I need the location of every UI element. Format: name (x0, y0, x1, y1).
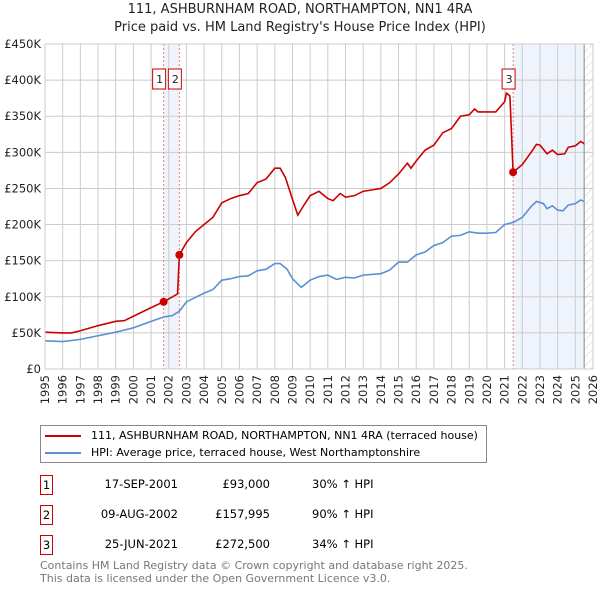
y-tick-label: £400K (4, 73, 41, 87)
shaded-period (163, 44, 180, 369)
x-tick-label: 2003 (179, 375, 193, 404)
sale-number: 2 (40, 505, 53, 525)
x-tick-label: 2005 (215, 375, 229, 404)
x-tick-label: 2019 (462, 375, 476, 404)
y-tick-label: £50K (12, 326, 42, 340)
x-tick-label: 2002 (162, 375, 176, 404)
sale-label: 1 (156, 73, 163, 86)
sale-number: 1 (40, 475, 53, 495)
y-tick-label: £100K (4, 290, 41, 304)
sale-number: 3 (40, 535, 53, 555)
sale-price: £93,000 (222, 477, 270, 491)
x-tick-label: 2012 (339, 375, 353, 404)
y-tick-label: £300K (4, 145, 41, 159)
x-tick-label: 2004 (197, 375, 211, 404)
sale-label-box (167, 68, 182, 90)
plot-border (44, 43, 594, 370)
x-tick-label: 2017 (427, 375, 441, 404)
x-tick-label: 2018 (445, 375, 459, 404)
sale-label-box (501, 68, 516, 90)
footer-copyright: Contains HM Land Registry data © Crown c… (40, 559, 468, 572)
x-tick-label: 2007 (250, 375, 264, 404)
x-tick-label: 2010 (303, 375, 317, 404)
x-tick-label: 2009 (285, 375, 299, 404)
x-tick-label: 2024 (551, 375, 565, 404)
y-tick-label: £450K (4, 37, 41, 51)
sale-date: 25-JUN-2021 (104, 537, 178, 551)
y-tick-label: £350K (4, 109, 41, 123)
property-price-line (44, 91, 585, 334)
x-tick-label: 2015 (392, 375, 406, 404)
hpi-line (44, 199, 585, 343)
x-tick-label: 2016 (409, 375, 423, 404)
x-tick-label: 2025 (568, 375, 582, 404)
y-tick-label: £0 (26, 362, 41, 376)
x-tick-label: 2008 (268, 375, 282, 404)
footer-licence: This data is licensed under the Open Gov… (40, 572, 391, 585)
x-tick-label: 2013 (356, 375, 370, 404)
sale-label: 2 (172, 73, 179, 86)
x-tick-label: 2021 (498, 375, 512, 404)
legend-item-hpi: HPI: Average price, terraced house, West… (45, 444, 478, 461)
forecast-hatch (584, 44, 593, 369)
sale-date: 09-AUG-2002 (100, 507, 178, 521)
x-tick-label: 2014 (374, 375, 388, 404)
x-tick-label: 2020 (480, 375, 494, 404)
x-tick-label: 2022 (515, 375, 529, 404)
legend: 111, ASHBURNHAM ROAD, NORTHAMPTON, NN1 4… (40, 425, 487, 463)
y-tick-label: £150K (4, 254, 41, 268)
x-tick-label: 2006 (232, 375, 246, 404)
x-tick-label: 2023 (533, 375, 547, 404)
plot-area: 1995 1996 1997 1998 1999 2000 2001 2002 2003 2004… (4, 37, 600, 404)
x-tick-label: 1997 (73, 375, 87, 404)
legend-label: 111, ASHBURNHAM ROAD, NORTHAMPTON, NN1 4… (91, 429, 478, 442)
chart-title: 111, ASHBURNHAM ROAD, NORTHAMPTON, NN1 4… (127, 2, 473, 17)
sale-point (509, 168, 518, 177)
sale-price: £157,995 (215, 507, 270, 521)
x-tick-label: 1996 (56, 375, 70, 404)
x-tick-label: 2000 (126, 375, 140, 404)
x-tick-label: 1999 (109, 375, 123, 404)
y-tick-label: £250K (4, 181, 41, 195)
x-tick-label: 2026 (586, 375, 600, 404)
legend-item-property: 111, ASHBURNHAM ROAD, NORTHAMPTON, NN1 4… (45, 427, 478, 444)
x-tick-label: 2001 (144, 375, 158, 404)
sale-hpi: 30% ↑ HPI (312, 477, 374, 491)
legend-swatch-blue (45, 451, 81, 454)
legend-swatch-red (45, 434, 81, 437)
sale-hpi: 90% ↑ HPI (312, 507, 374, 521)
x-tick-label: 1998 (91, 375, 105, 404)
sale-date: 17-SEP-2001 (104, 477, 178, 491)
x-tick-label: 2011 (321, 375, 335, 404)
sale-price: £272,500 (215, 537, 270, 551)
sale-point (175, 250, 184, 259)
sale-label: 3 (506, 73, 513, 86)
x-tick-label: 1995 (38, 375, 52, 404)
legend-label: HPI: Average price, terraced house, West… (91, 446, 421, 459)
sale-point (159, 297, 168, 306)
sale-hpi: 34% ↑ HPI (312, 537, 374, 551)
shaded-period (513, 44, 585, 369)
sale-label-box (152, 68, 167, 90)
chart-subtitle: Price paid vs. HM Land Registry's House … (114, 20, 486, 35)
y-tick-label: £200K (4, 218, 41, 232)
